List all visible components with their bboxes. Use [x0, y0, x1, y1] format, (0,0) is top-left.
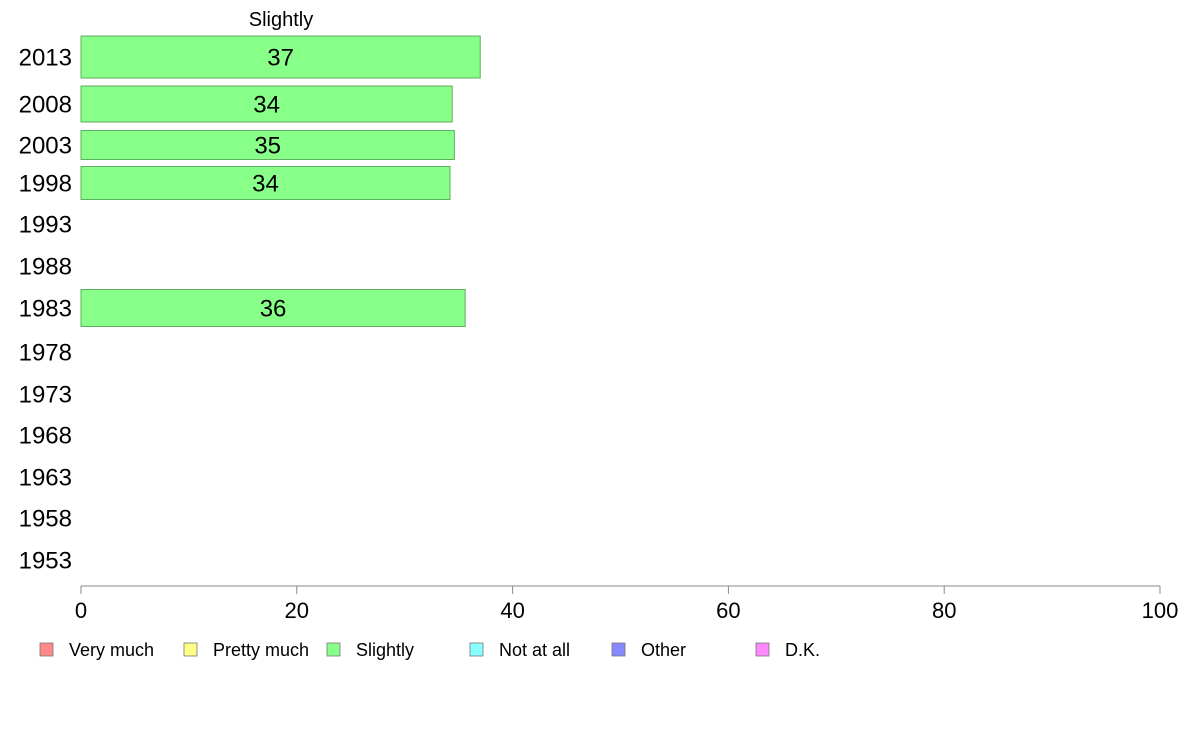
x-tick-label-60: 60 — [716, 598, 740, 623]
y-tick-label-1973: 1973 — [19, 382, 72, 409]
y-tick-label-2008: 2008 — [19, 92, 72, 119]
x-tick-label-40: 40 — [500, 598, 524, 623]
y-tick-label-1963: 1963 — [19, 465, 72, 492]
legend-swatch-slightly — [326, 642, 341, 657]
legend-swatch-other — [611, 642, 626, 657]
legend-label-pretty-much: Pretty much — [213, 640, 309, 660]
data-label-1983: 36 — [260, 296, 287, 323]
bar-1983 — [80, 289, 466, 327]
y-tick-label-1993: 1993 — [19, 212, 72, 239]
bar-1998 — [80, 166, 451, 200]
legend-swatch-very-much — [39, 642, 54, 657]
y-tick-label-2013: 2013 — [19, 45, 72, 72]
y-tick-label-1983: 1983 — [19, 296, 72, 323]
y-axis-labels: 2013 2008 2003 1998 1993 1988 1983 1978 1973 1968… — [19, 45, 72, 575]
legend-label-very-much: Very much — [69, 640, 154, 660]
x-tick-label-20: 20 — [285, 598, 309, 623]
y-tick-label-1953: 1953 — [19, 548, 72, 575]
x-tick-label-80: 80 — [932, 598, 956, 623]
legend-swatch-pretty-much — [183, 642, 198, 657]
data-label-2003: 35 — [254, 133, 281, 160]
legend: Very much Pretty much Slightly Not at all Ot… — [39, 640, 820, 660]
bars: 37 34 35 34 36 — [80, 35, 481, 327]
y-tick-label-1958: 1958 — [19, 506, 72, 533]
y-tick-label-1978: 1978 — [19, 340, 72, 367]
legend-label-other: Other — [641, 640, 686, 660]
legend-swatch-not-at-all — [469, 642, 484, 657]
data-label-2013: 37 — [267, 45, 294, 72]
y-tick-label-1968: 1968 — [19, 423, 72, 450]
legend-swatch-d-k — [755, 642, 770, 657]
legend-label-not-at-all: Not at all — [499, 640, 570, 660]
bar-2013 — [80, 35, 481, 79]
chart-title: Slightly — [249, 9, 313, 31]
x-tick-label-100: 100 — [1142, 598, 1179, 623]
x-tick-label-0: 0 — [75, 598, 87, 623]
data-label-2008: 34 — [253, 92, 280, 119]
y-tick-label-2003: 2003 — [19, 133, 72, 160]
data-label-1998: 34 — [252, 171, 279, 198]
y-tick-label-1988: 1988 — [19, 254, 72, 281]
y-tick-label-1998: 1998 — [19, 171, 72, 198]
legend-label-slightly: Slightly — [356, 640, 414, 660]
bar-2008 — [80, 85, 453, 123]
bar-2003 — [80, 130, 455, 160]
x-axis: 0 20 40 60 80 100 — [75, 585, 1179, 623]
legend-label-d-k: D.K. — [785, 640, 820, 660]
